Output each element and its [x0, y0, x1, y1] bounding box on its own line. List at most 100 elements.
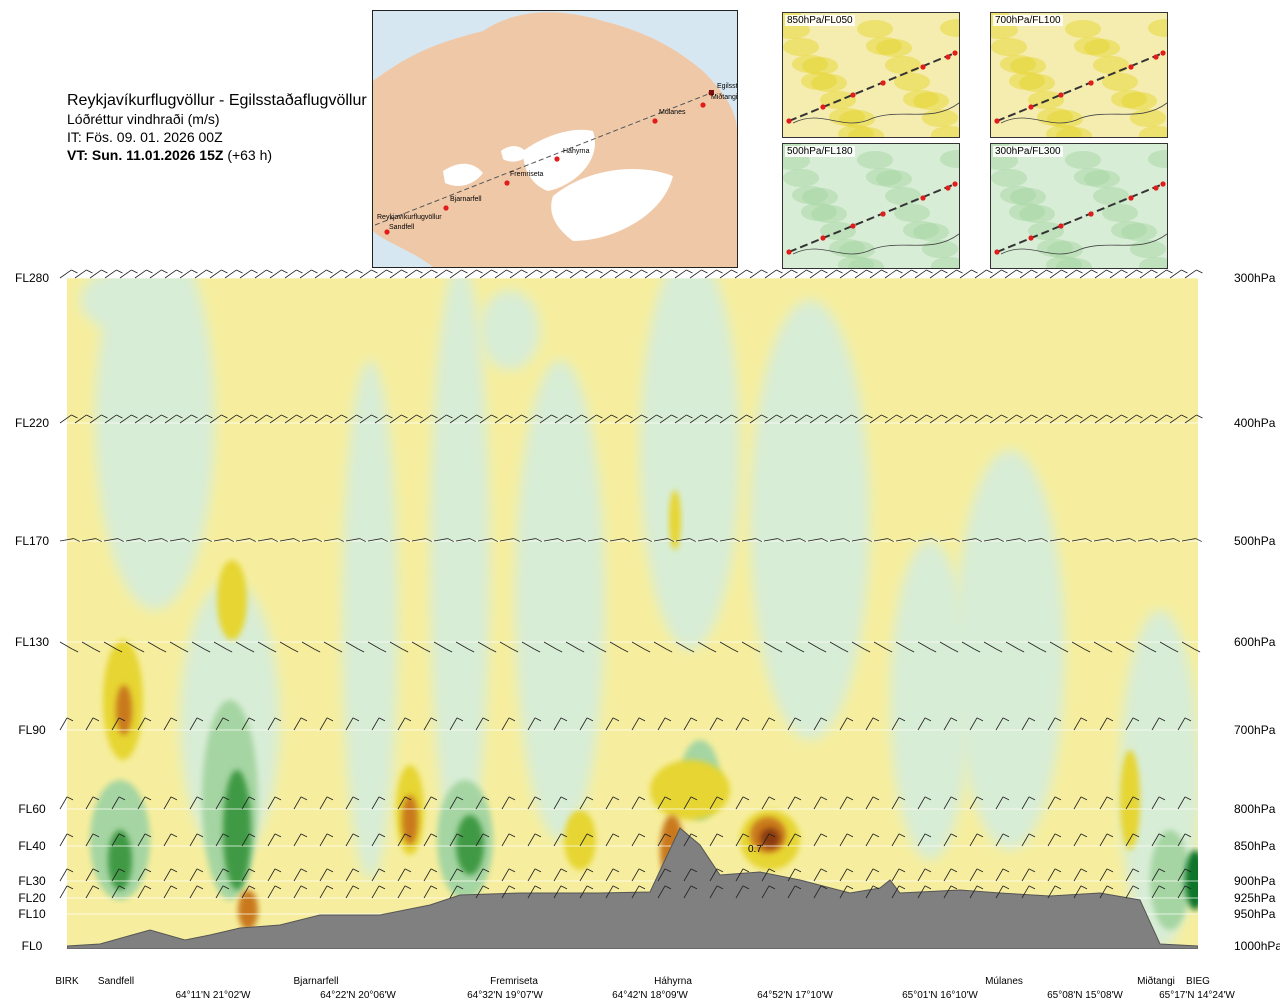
- wind-barb: [675, 641, 695, 653]
- wind-barb: [284, 269, 303, 279]
- wind-barb: [1093, 538, 1114, 542]
- wind-barb: [884, 414, 903, 424]
- wind-barb: [189, 885, 204, 899]
- wind-barb: [1021, 885, 1036, 899]
- wind-barb: [433, 538, 454, 542]
- wind-barb: [257, 641, 277, 653]
- wind-barb: [1177, 868, 1192, 882]
- wind-barb: [345, 833, 360, 847]
- wind-barb: [813, 717, 828, 731]
- wind-barb: [411, 641, 431, 653]
- wind-barb: [1094, 269, 1113, 279]
- wind-barb: [1064, 269, 1083, 279]
- wind-barb: [111, 833, 126, 847]
- wind-barb: [323, 538, 344, 542]
- wind-barb: [241, 717, 256, 731]
- wind-barb: [524, 414, 543, 424]
- field-cell: [650, 760, 730, 820]
- glacier-vatnajokull: [551, 168, 673, 241]
- field-cell: [238, 890, 258, 930]
- wind-barb: [657, 868, 672, 882]
- coastline: [1000, 102, 1167, 124]
- wind-barb: [1124, 269, 1143, 279]
- mini-route-point: [1128, 64, 1134, 70]
- wind-barb: [761, 717, 776, 731]
- wind-barb: [423, 717, 438, 731]
- level-map-500-drawing: [783, 144, 959, 268]
- wind-barb: [85, 717, 100, 731]
- wind-barb: [397, 833, 412, 847]
- mini-field-cell: [991, 38, 1027, 56]
- flight-level-axis: FL280 FL220 FL170 FL130 FL90 FL60 FL40 FL30 FL20…: [15, 271, 49, 953]
- wind-barb: [267, 868, 282, 882]
- mini-route-point: [1028, 235, 1034, 241]
- wind-barb: [829, 641, 849, 653]
- wind-barb: [111, 885, 126, 899]
- wind-barb: [917, 538, 938, 542]
- coastline: [1000, 233, 1167, 255]
- wind-barb: [644, 269, 663, 279]
- wind-barb: [527, 796, 542, 810]
- wind-barb: [137, 833, 152, 847]
- wind-barb: [657, 717, 672, 731]
- pressure-level-label: 700hPa: [1234, 723, 1276, 737]
- wind-barb: [323, 641, 343, 653]
- mini-route-point: [1160, 50, 1166, 56]
- wind-barb: [215, 833, 230, 847]
- route-point: [652, 118, 658, 124]
- wind-barb: [1073, 717, 1088, 731]
- wind-barb: [1184, 269, 1203, 279]
- wind-barb: [1073, 833, 1088, 847]
- pressure-level-label: 400hPa: [1234, 416, 1276, 430]
- wind-barb: [929, 269, 948, 279]
- wind-barb: [813, 833, 828, 847]
- route-point: [384, 229, 390, 235]
- wind-barb: [709, 868, 724, 882]
- wind-barb: [241, 833, 256, 847]
- wind-barb: [411, 538, 432, 542]
- wind-barb: [371, 717, 386, 731]
- wind-barb: [85, 796, 100, 810]
- wind-barb: [824, 269, 843, 279]
- flight-level-label: FL220: [15, 416, 49, 430]
- wind-barb: [1154, 414, 1173, 424]
- wind-barb: [813, 885, 828, 899]
- wind-barb: [683, 885, 698, 899]
- wind-barb: [389, 641, 409, 653]
- wind-barb: [527, 868, 542, 882]
- mini-field-cell: [903, 221, 939, 239]
- wind-barb: [683, 868, 698, 882]
- flight-level-label: FL170: [15, 534, 49, 548]
- wind-barb: [657, 796, 672, 810]
- wind-barb: [719, 414, 738, 424]
- mini-field-cell: [1000, 55, 1036, 73]
- wind-barb: [644, 414, 663, 424]
- init-time: IT: Fös. 09. 01. 2026 00Z: [67, 129, 223, 145]
- wind-barb: [1169, 414, 1188, 424]
- wind-barb: [367, 538, 388, 542]
- wind-barb: [761, 868, 776, 882]
- coordinate-label: 65°08'N 15°08'W: [1047, 990, 1123, 1001]
- wind-barb: [865, 833, 880, 847]
- wind-barb: [1093, 641, 1113, 653]
- wind-barb: [367, 641, 387, 653]
- wind-barb: [735, 885, 750, 899]
- wind-barb: [631, 796, 646, 810]
- wind-barb: [189, 796, 204, 810]
- wind-barb: [59, 717, 74, 731]
- location-label: BIRK: [55, 976, 79, 987]
- pressure-level-label: 500hPa: [1234, 534, 1276, 548]
- wind-barb: [1177, 833, 1192, 847]
- wind-barb: [179, 414, 198, 424]
- wind-barb: [969, 885, 984, 899]
- wind-barb: [189, 833, 204, 847]
- wind-barb: [345, 717, 360, 731]
- location-label: Háhyrna: [654, 976, 692, 987]
- wind-barb: [1099, 796, 1114, 810]
- wind-barb: [163, 717, 178, 731]
- flight-level-label: FL30: [18, 874, 46, 888]
- wind-barb: [995, 717, 1010, 731]
- wind-barb: [1109, 414, 1128, 424]
- location-label: Bjarnarfell: [293, 976, 338, 987]
- wind-barb: [629, 414, 648, 424]
